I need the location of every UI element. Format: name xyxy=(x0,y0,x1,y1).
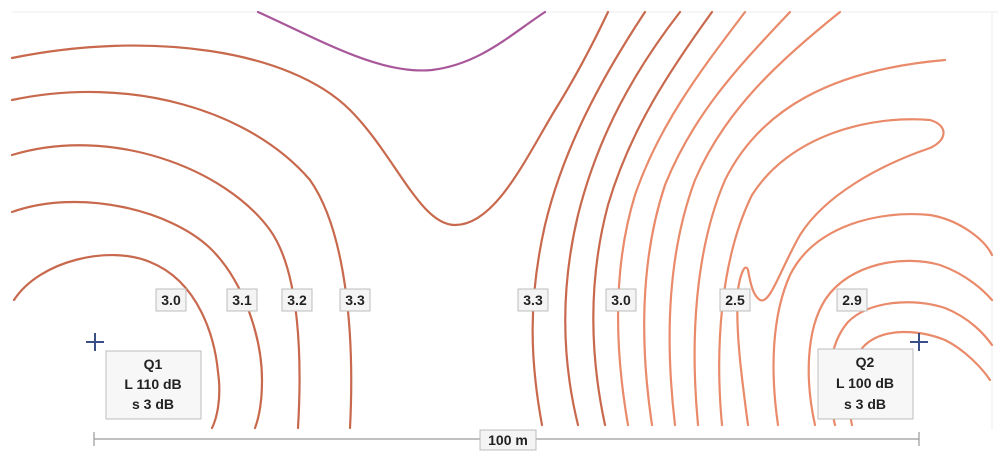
contour-line-q1-3-3 xyxy=(10,90,353,430)
source-name: Q1 xyxy=(144,356,163,372)
contour-line-q2-3-0 xyxy=(616,10,747,427)
contour-line-q1-3-0 xyxy=(12,254,221,430)
contour-label-8: 2.9 xyxy=(836,288,868,312)
contour-line-q2-3-2 xyxy=(564,10,682,427)
source-name: Q2 xyxy=(856,354,875,370)
svg-text:2.9: 2.9 xyxy=(842,292,862,308)
contour-line-saddle xyxy=(10,10,610,227)
contour-line-q2-2-4 xyxy=(807,259,994,427)
contour-line-q2-2-9 xyxy=(643,10,792,427)
contour-line-q1-3-1 xyxy=(10,200,264,430)
source-spread: s 3 dB xyxy=(132,396,174,412)
svg-text:3.2: 3.2 xyxy=(287,292,307,308)
source-box-q2: Q2 L 100 dB s 3 dB xyxy=(817,348,914,420)
svg-text:3.3: 3.3 xyxy=(345,292,365,308)
source-box-q1: Q1 L 110 dB s 3 dB xyxy=(105,350,202,420)
contour-line-q2-2-8 xyxy=(668,10,842,427)
contour-label-2: 3.1 xyxy=(226,288,258,312)
scale-bar-label: 100 m xyxy=(488,432,528,448)
svg-text:3.1: 3.1 xyxy=(232,292,252,308)
svg-text:3.3: 3.3 xyxy=(523,292,543,308)
svg-text:3.0: 3.0 xyxy=(611,292,631,308)
contour-label-1: 3.0 xyxy=(155,288,187,312)
contour-label-3: 3.2 xyxy=(281,288,313,312)
contour-line-q2-3-3 xyxy=(531,10,647,427)
contour-line-q2-2-5 xyxy=(772,213,994,427)
contour-line-q2-2-6 xyxy=(718,118,945,427)
source-level: L 110 dB xyxy=(124,376,181,392)
plus-marker-icon xyxy=(86,333,104,351)
contour-label-7: 2.5 xyxy=(719,288,751,312)
contour-line-q1-3-2 xyxy=(10,144,301,430)
contour-line-top xyxy=(256,10,547,72)
svg-text:3.0: 3.0 xyxy=(161,292,181,308)
svg-text:2.5: 2.5 xyxy=(725,292,745,308)
contour-line-q2-3-1 xyxy=(592,10,714,427)
contour-label-4: 3.3 xyxy=(339,288,371,312)
contour-label-6: 3.0 xyxy=(605,288,637,312)
plus-marker-icon xyxy=(910,333,928,351)
scale-bar-label-box: 100 m xyxy=(479,429,537,451)
contour-label-5: 3.3 xyxy=(517,288,549,312)
scale-bar: 100 m xyxy=(93,429,920,451)
source-spread: s 3 dB xyxy=(844,396,886,412)
contour-line-q2-2-7 xyxy=(693,58,947,427)
source-level: L 100 dB xyxy=(836,375,894,391)
